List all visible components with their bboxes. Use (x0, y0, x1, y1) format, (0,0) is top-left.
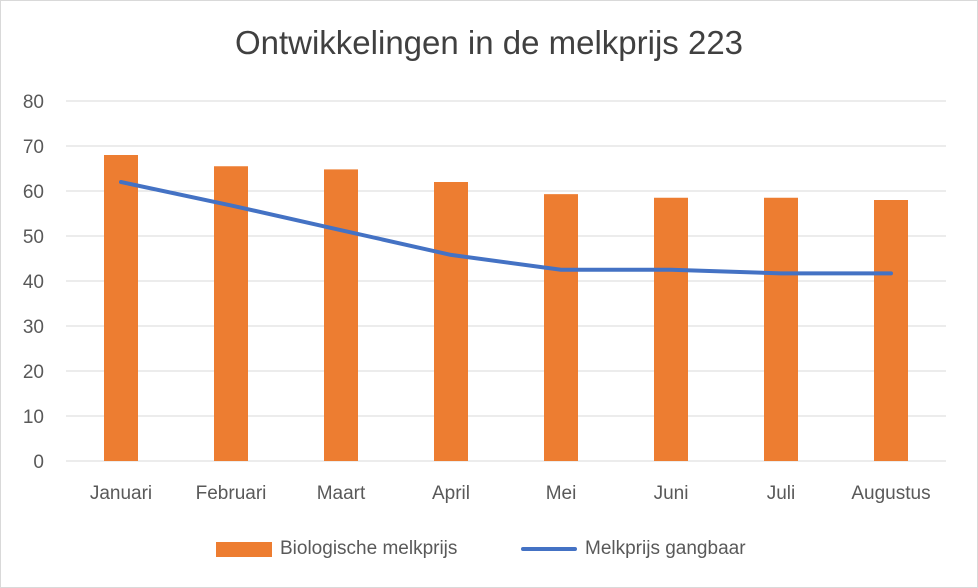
y-tick-label: 50 (23, 227, 44, 248)
bar (654, 197, 688, 461)
bar-series (104, 155, 908, 461)
series-line (119, 180, 893, 276)
x-tick-labels: Januari Februari Maart April Mei Juni Juli Augu… (90, 483, 931, 504)
x-tick-label: Juli (767, 483, 796, 504)
bar (214, 166, 248, 461)
bar (104, 155, 138, 461)
x-tick-label: Maart (317, 483, 366, 504)
bar (324, 169, 358, 461)
y-tick-labels: 0 10 20 30 40 50 60 70 80 (23, 92, 44, 473)
x-tick-label: Juni (654, 483, 689, 504)
legend-label-bar: Biologische melkprijs (280, 538, 458, 559)
bar (434, 182, 468, 461)
y-tick-label: 30 (23, 317, 44, 338)
grid-lines (66, 100, 946, 462)
x-tick-label: Februari (196, 483, 267, 504)
x-tick-label: Januari (90, 483, 152, 504)
y-tick-label: 70 (23, 137, 44, 158)
legend-item-bar: Biologische melkprijs (216, 534, 457, 564)
legend-swatch-bar (216, 541, 272, 557)
x-tick-label: Augustus (851, 483, 930, 504)
y-tick-label: 60 (23, 182, 44, 203)
legend: Biologische melkprijs Melkprijs gangbaar (0, 534, 978, 564)
y-tick-label: 10 (23, 407, 44, 428)
legend-item-line: Melkprijs gangbaar (521, 534, 746, 564)
y-tick-label: 20 (23, 362, 44, 383)
y-tick-label: 0 (33, 452, 44, 473)
x-tick-label: Mei (546, 483, 577, 504)
line-series (119, 180, 893, 276)
y-tick-label: 80 (23, 92, 44, 113)
bar (764, 197, 798, 461)
bar (874, 200, 908, 461)
x-tick-label: April (432, 483, 470, 504)
y-tick-label: 40 (23, 272, 44, 293)
chart-title: Ontwikkelingen in de melkprijs 223 (234, 24, 744, 61)
legend-swatch-line (521, 547, 577, 551)
legend-label-line: Melkprijs gangbaar (585, 538, 746, 559)
bar (544, 194, 578, 461)
